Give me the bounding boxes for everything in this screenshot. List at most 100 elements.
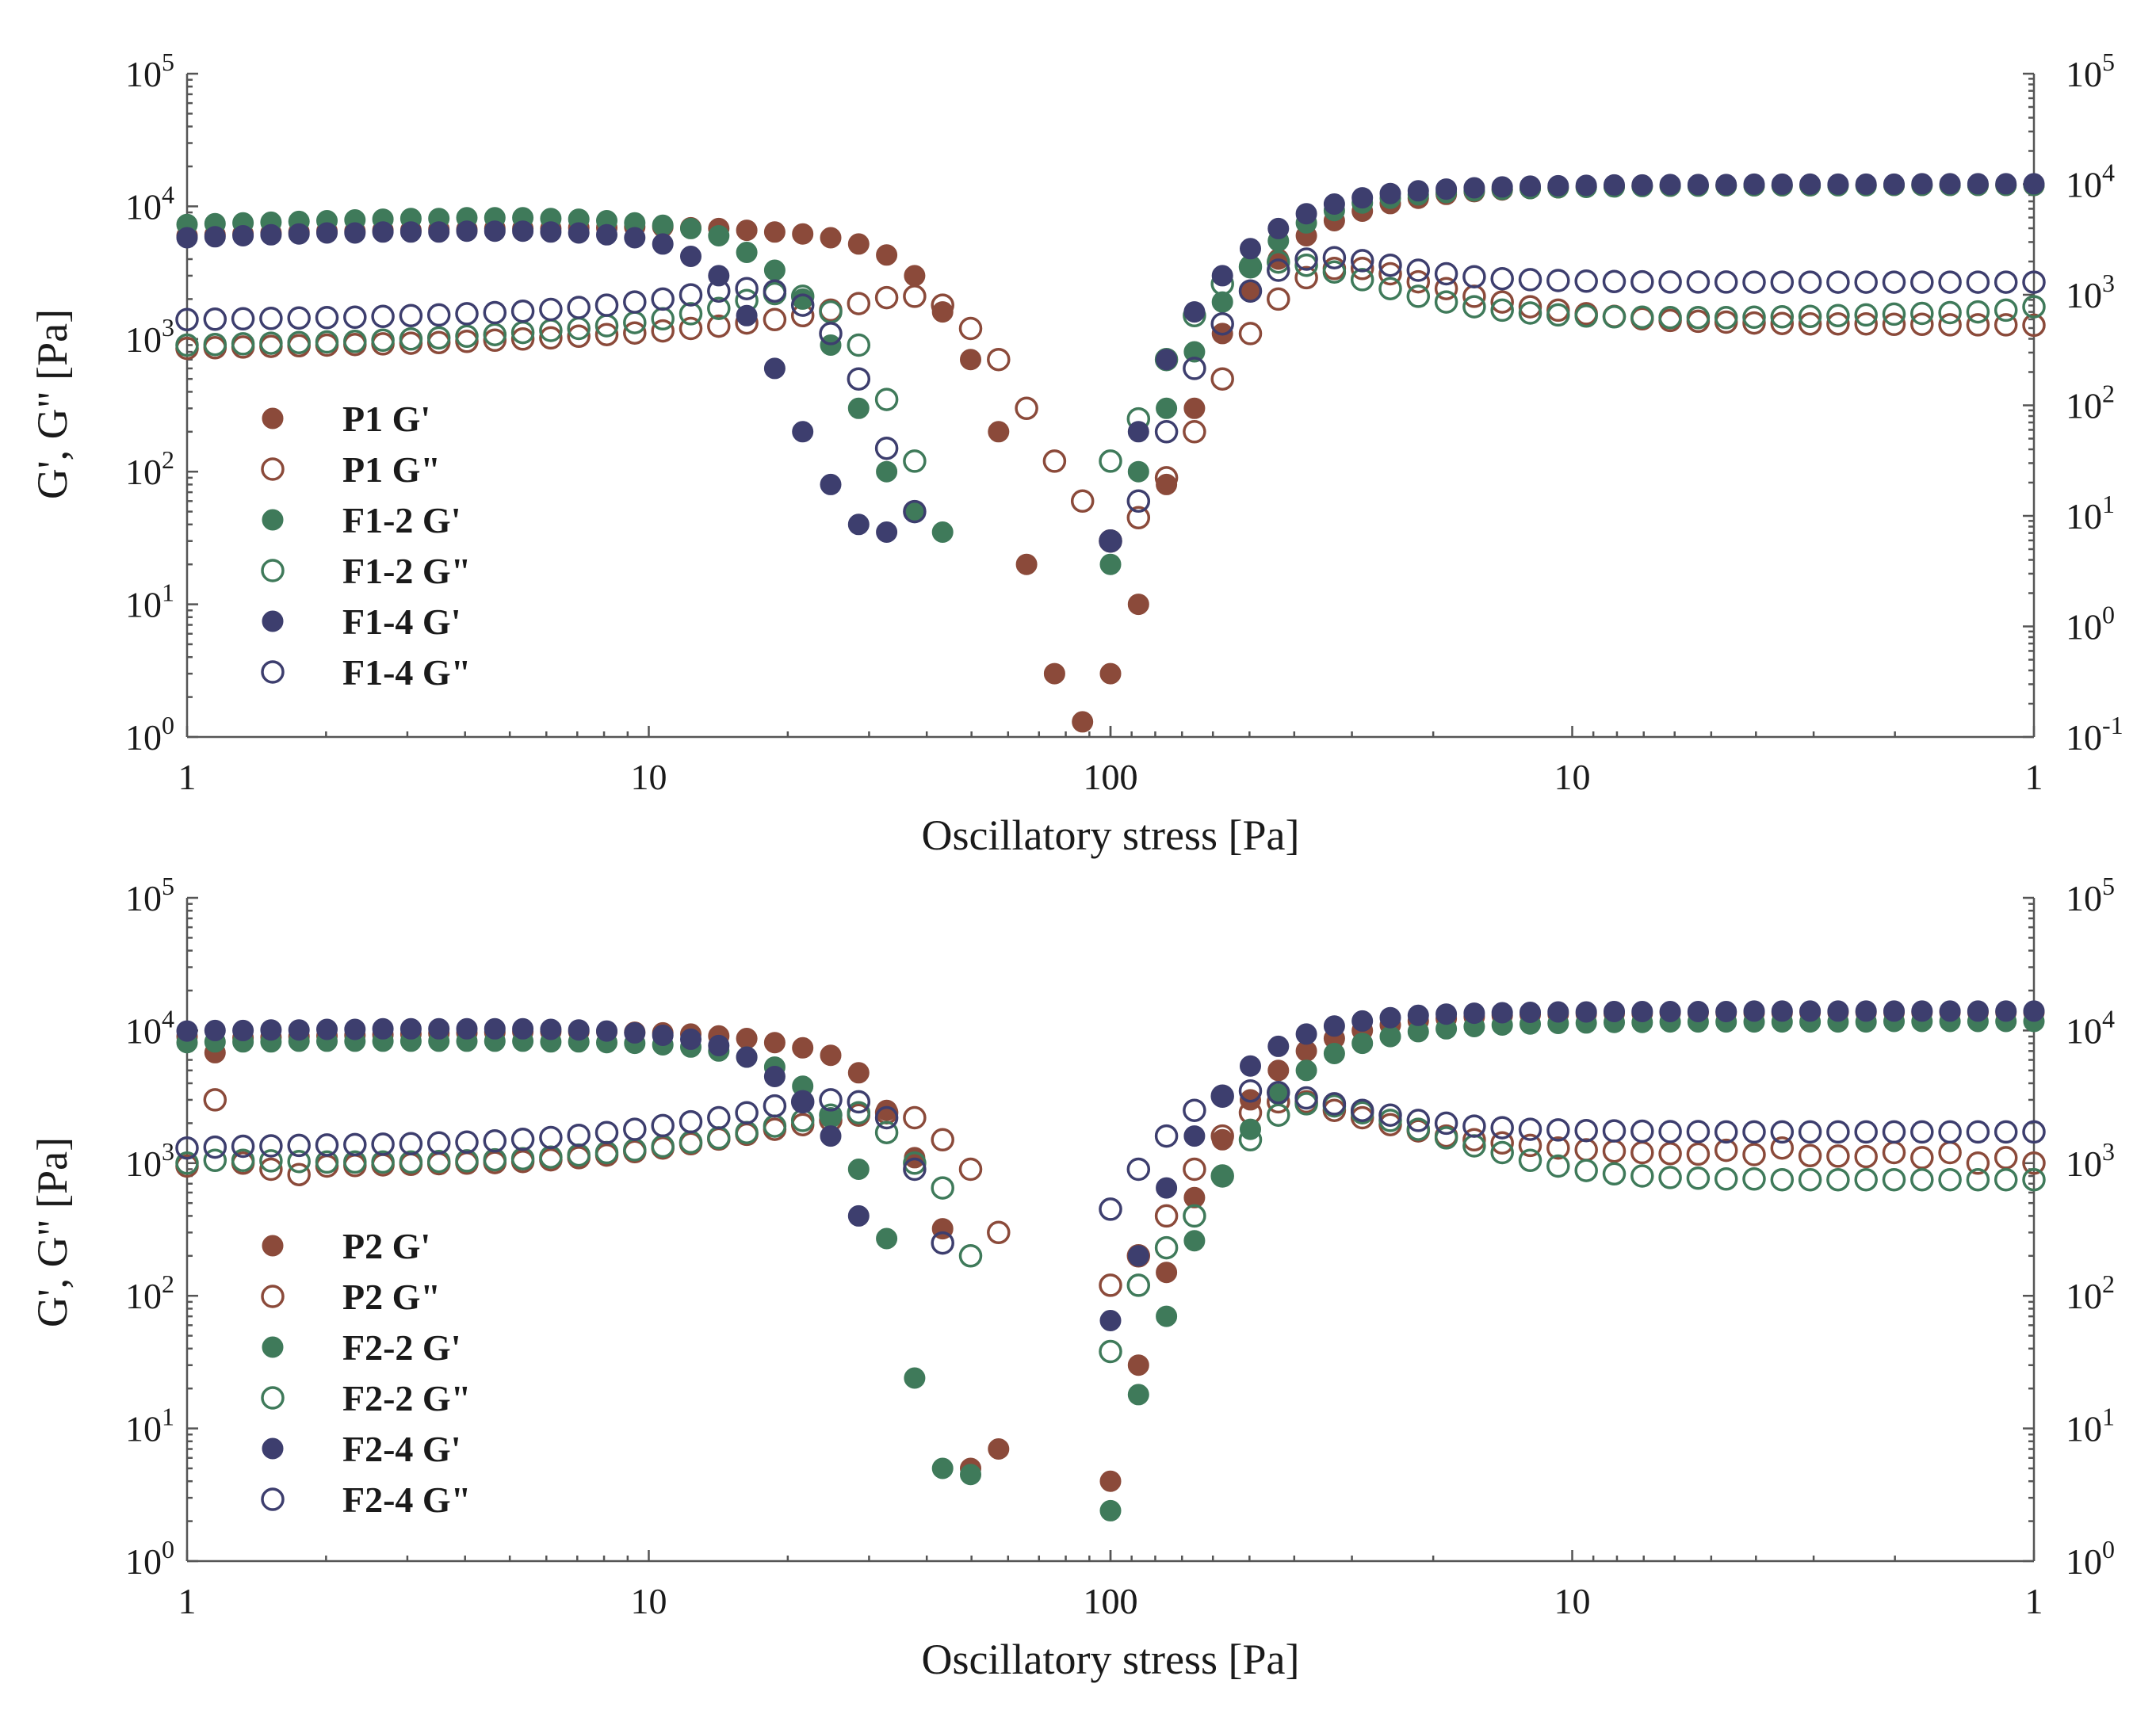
data-point: [372, 1017, 394, 1040]
left-y-tick-label: 102: [125, 445, 174, 492]
data-point: [287, 330, 311, 355]
legend-marker: [262, 610, 284, 632]
data-point: [1378, 277, 1402, 300]
data-point: [847, 1205, 870, 1227]
data-point: [1238, 1079, 1263, 1103]
x-tick-label: 10: [631, 1581, 667, 1621]
data-point: [735, 1101, 759, 1124]
data-point: [1743, 173, 1765, 195]
data-point: [539, 297, 563, 322]
data-point: [1966, 1167, 1990, 1192]
data-point: [399, 304, 423, 328]
x-tick-label: 100: [1084, 1581, 1138, 1621]
x-axis-title: Oscillatory stress [Pa]: [922, 811, 1300, 859]
data-point: [1015, 553, 1038, 575]
data-point: [1183, 1125, 1206, 1147]
data-point: [1407, 1004, 1429, 1026]
data-point: [2022, 1167, 2046, 1192]
data-point: [1966, 300, 1990, 324]
data-point: [1210, 311, 1234, 336]
data-point: [259, 1149, 283, 1173]
data-point: [847, 1090, 871, 1114]
data-point: [371, 1150, 395, 1174]
data-point: [1938, 1120, 1962, 1144]
data-point: [1462, 1128, 1486, 1152]
data-point: [1490, 1116, 1514, 1140]
data-point: [1042, 449, 1067, 473]
data-point: [1154, 1124, 1179, 1148]
data-point: [1463, 177, 1485, 199]
legend-label: P1 G": [342, 449, 441, 490]
data-point: [1378, 1103, 1402, 1127]
data-point: [1099, 553, 1122, 575]
data-point: [399, 1132, 423, 1156]
data-point: [1798, 1120, 1822, 1144]
legend-marker: [261, 1285, 285, 1308]
data-point: [763, 221, 786, 243]
data-point: [1099, 1499, 1122, 1521]
data-point: [707, 1105, 731, 1130]
data-point: [426, 326, 451, 350]
data-point: [231, 332, 255, 356]
data-point: [874, 1121, 899, 1144]
data-point: [1520, 175, 1541, 197]
data-point: [1518, 1133, 1542, 1158]
data-point: [792, 1037, 814, 1059]
data-point: [1099, 662, 1122, 685]
left-y-tick-label: 105: [125, 48, 174, 94]
data-point: [1686, 1120, 1711, 1143]
x-tick-label: 100: [1084, 1581, 1138, 1621]
legend-marker: [261, 1386, 285, 1410]
legend-marker: [262, 407, 284, 430]
data-point: [820, 473, 842, 495]
data-point: [456, 220, 478, 242]
x-axis-title: Oscillatory stress [Pa]: [922, 1636, 1300, 1683]
y-axis-title: G', G" [Pa]: [29, 309, 76, 499]
data-point: [203, 1088, 227, 1112]
data-point: [652, 214, 674, 236]
data-point: [1658, 306, 1682, 330]
data-point: [988, 421, 1010, 443]
data-point: [512, 220, 534, 242]
data-point: [987, 1220, 1011, 1245]
data-point: [1099, 1310, 1122, 1331]
data-point: [1939, 173, 1961, 195]
data-point: [763, 279, 787, 303]
data-point: [1210, 1124, 1234, 1148]
data-point: [792, 421, 814, 443]
data-point: [1910, 312, 1934, 337]
data-point: [1406, 284, 1431, 308]
data-point: [1238, 322, 1263, 346]
data-point: [1938, 313, 1962, 337]
data-point: [1798, 304, 1822, 329]
data-point: [287, 1163, 311, 1186]
data-point: [1294, 1092, 1318, 1116]
data-point: [1742, 270, 1766, 294]
data-point: [792, 223, 814, 245]
right-y-tick-label: 102: [2066, 380, 2115, 426]
data-point: [1099, 1470, 1122, 1492]
data-point: [1882, 312, 1906, 337]
data-point: [2022, 295, 2046, 319]
data-point: [1406, 1109, 1431, 1132]
legend-marker: [261, 660, 285, 684]
data-point: [539, 326, 563, 350]
data-point: [1770, 270, 1795, 294]
data-point: [1491, 176, 1513, 198]
data-point: [1994, 1120, 2018, 1144]
data-point: [2022, 1151, 2046, 1175]
data-point: [1826, 304, 1850, 328]
data-point: [1686, 270, 1711, 294]
data-point: [175, 1136, 199, 1160]
data-point: [1966, 1120, 1990, 1144]
data-point: [1267, 287, 1290, 311]
data-point: [1883, 1000, 1905, 1022]
data-point: [651, 287, 675, 311]
data-point: [1267, 1059, 1290, 1082]
data-point: [540, 221, 562, 243]
data-point: [512, 1017, 534, 1040]
data-point: [736, 1046, 758, 1068]
data-point: [904, 265, 926, 287]
data-point: [1659, 1001, 1681, 1022]
data-point: [1687, 174, 1709, 196]
